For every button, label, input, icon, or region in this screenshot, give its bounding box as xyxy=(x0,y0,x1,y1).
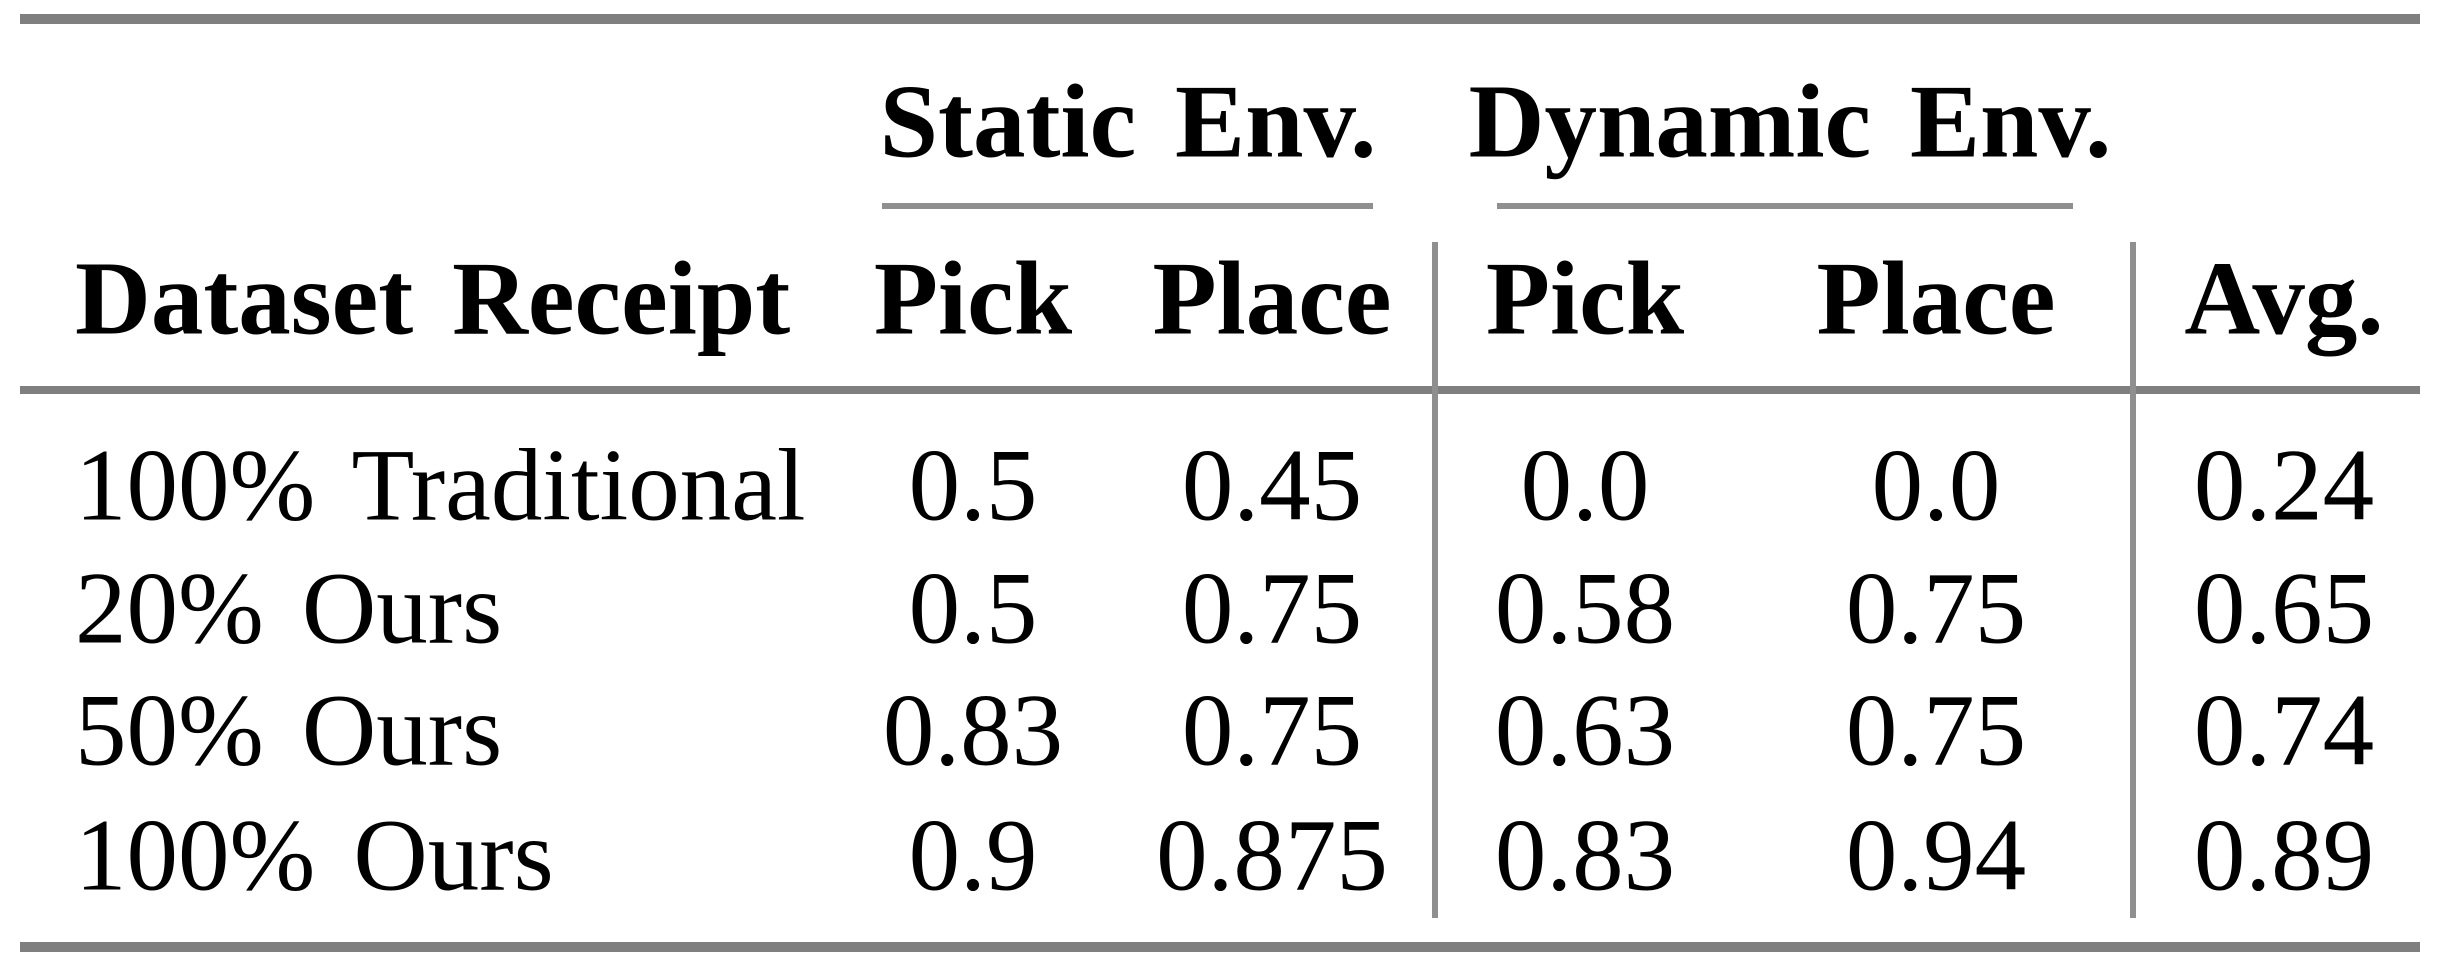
col-header-dynamic-pick: Pick xyxy=(1485,239,1685,357)
cell-avg: 0.74 xyxy=(2193,673,2375,788)
cell-dynamic-pick: 0.83 xyxy=(1494,798,1676,913)
cell-dynamic-place: 0.75 xyxy=(1845,551,2027,666)
bottom-rule xyxy=(20,942,2420,952)
row-label: 50% Ours xyxy=(75,673,503,788)
cell-static-place: 0.45 xyxy=(1181,428,1363,543)
cell-dynamic-pick: 0.58 xyxy=(1494,551,1676,666)
cmidrule-static xyxy=(882,203,1373,209)
cell-static-pick: 0.5 xyxy=(908,428,1038,543)
cell-avg: 0.24 xyxy=(2193,428,2375,543)
cell-static-pick: 0.83 xyxy=(882,673,1064,788)
cell-dynamic-place: 0.0 xyxy=(1871,428,2001,543)
col-header-avg: Avg. xyxy=(2184,239,2384,357)
group-header-dynamic-env: Dynamic Env. xyxy=(1468,62,2112,180)
vertical-separator-2 xyxy=(2130,242,2136,918)
top-rule xyxy=(20,14,2420,24)
col-header-static-pick: Pick xyxy=(873,239,1073,357)
group-header-static-env: Static Env. xyxy=(879,62,1377,180)
mid-rule xyxy=(20,386,2420,394)
cell-static-pick: 0.5 xyxy=(908,551,1038,666)
cell-avg: 0.89 xyxy=(2193,798,2375,913)
row-label: 100% Traditional xyxy=(75,428,806,543)
cell-dynamic-place: 0.94 xyxy=(1845,798,2027,913)
cell-dynamic-pick: 0.0 xyxy=(1520,428,1650,543)
vertical-separator-1 xyxy=(1432,242,1438,918)
col-header-dataset-receipt: Dataset Receipt xyxy=(75,239,791,357)
cell-static-pick: 0.9 xyxy=(908,798,1038,913)
row-label: 20% Ours xyxy=(75,551,503,666)
cell-avg: 0.65 xyxy=(2193,551,2375,666)
cell-dynamic-pick: 0.63 xyxy=(1494,673,1676,788)
col-header-static-place: Place xyxy=(1152,239,1392,357)
cmidrule-dynamic xyxy=(1497,203,2073,209)
cell-static-place: 0.75 xyxy=(1181,673,1363,788)
cell-dynamic-place: 0.75 xyxy=(1845,673,2027,788)
cell-static-place: 0.75 xyxy=(1181,551,1363,666)
cell-static-place: 0.875 xyxy=(1156,798,1388,913)
row-label: 100% Ours xyxy=(75,798,554,913)
col-header-dynamic-place: Place xyxy=(1816,239,2056,357)
